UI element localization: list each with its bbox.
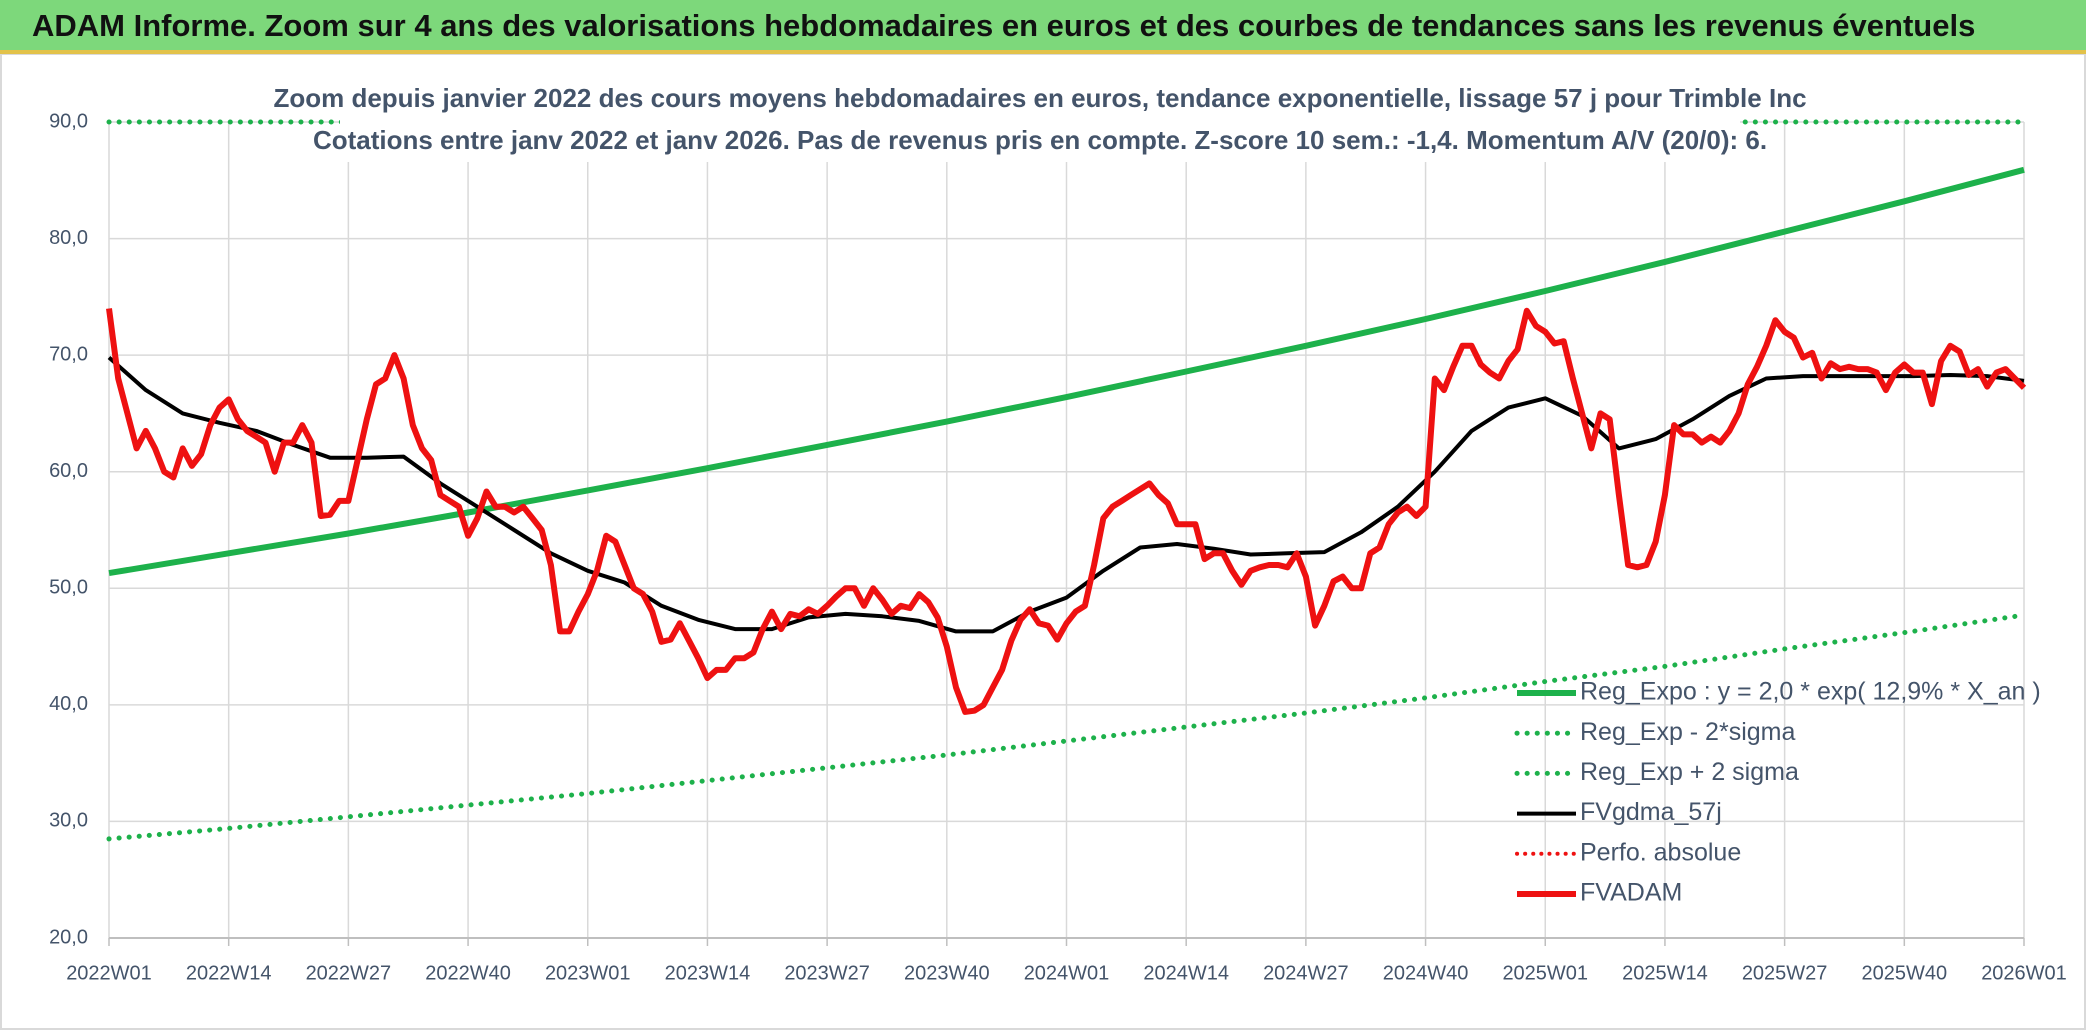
- x-tick-label: 2023W27: [784, 962, 870, 984]
- x-tick-label: 2025W27: [1742, 962, 1828, 984]
- x-tick-label: 2022W01: [66, 962, 152, 984]
- y-tick-label: 20,0: [49, 926, 88, 948]
- x-tick-label: 2024W14: [1143, 962, 1229, 984]
- chart-subtitle: Cotations entre janv 2022 et janv 2026. …: [313, 125, 1767, 155]
- legend-label: FVADAM: [1580, 879, 1682, 907]
- x-tick-label: 2026W01: [1981, 962, 2067, 984]
- x-tick-label: 2023W01: [545, 962, 631, 984]
- y-tick-label: 30,0: [49, 810, 88, 832]
- legend-label: Reg_Expo : y = 2,0 * exp( 12,9% * X_an ): [1580, 678, 2041, 706]
- x-tick-label: 2022W40: [425, 962, 511, 984]
- y-tick-label: 50,0: [49, 577, 88, 599]
- x-tick-label: 2023W14: [665, 962, 751, 984]
- legend-label: FVgdma_57j: [1580, 798, 1722, 826]
- y-tick-label: 80,0: [49, 227, 88, 249]
- y-tick-label: 70,0: [49, 343, 88, 365]
- legend-label: Reg_Exp - 2*sigma: [1580, 718, 1795, 746]
- header-bar: [0, 0, 2086, 53]
- legend-label: Perfo. absolue: [1580, 838, 1741, 866]
- y-tick-label: 40,0: [49, 693, 88, 715]
- chart-title: Zoom depuis janvier 2022 des cours moyen…: [273, 83, 1806, 113]
- x-tick-label: 2025W01: [1502, 962, 1588, 984]
- y-tick-label: 60,0: [49, 460, 88, 482]
- title-background: [340, 80, 1740, 162]
- x-tick-label: 2025W40: [1862, 962, 1948, 984]
- legend-label: Reg_Exp + 2 sigma: [1580, 758, 1799, 786]
- x-tick-label: 2024W01: [1024, 962, 1110, 984]
- header-rule: [0, 50, 2086, 54]
- header-title: ADAM Informe. Zoom sur 4 ans des valoris…: [32, 8, 1975, 43]
- x-tick-label: 2023W40: [904, 962, 990, 984]
- y-tick-label: 90,0: [49, 110, 88, 132]
- series-line: [107, 356, 2025, 634]
- series-line: [106, 612, 2027, 842]
- x-tick-label: 2025W14: [1622, 962, 1708, 984]
- series-line: [106, 307, 2027, 715]
- x-tick-label: 2024W40: [1383, 962, 1469, 984]
- x-tick-label: 2024W27: [1263, 962, 1349, 984]
- x-tick-label: 2022W27: [306, 962, 392, 984]
- series-line: [108, 166, 2025, 577]
- x-tick-label: 2022W14: [186, 962, 272, 984]
